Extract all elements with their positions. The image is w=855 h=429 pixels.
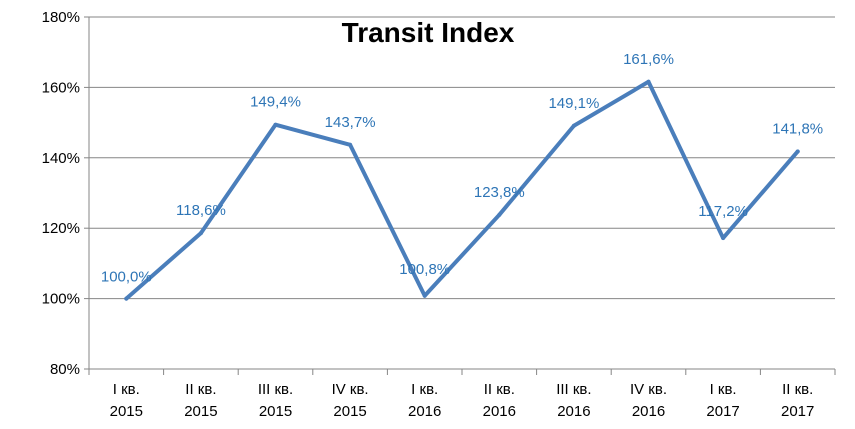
x-tick-label: II кв. 2017 [781, 381, 814, 420]
data-label: 161,6% [623, 51, 674, 68]
series-group [124, 79, 800, 301]
data-point [721, 236, 726, 241]
x-tick-label-quarter: III кв. [258, 381, 293, 398]
x-tick-label-quarter: II кв. [782, 381, 813, 398]
x-tick-label: II кв. 2015 [184, 381, 217, 420]
data-point [795, 149, 800, 154]
y-tick-label: 80% [50, 361, 80, 378]
x-tick-label: I кв. 2015 [110, 381, 143, 420]
x-tick-label-quarter: II кв. [484, 381, 515, 398]
x-tick-label-quarter: I кв. [411, 381, 438, 398]
data-label: 149,4% [250, 94, 301, 111]
x-tick-label-quarter: I кв. [113, 381, 140, 398]
data-label: 100,0% [101, 269, 152, 286]
data-label: 117,2% [698, 203, 748, 220]
x-tick-label-year: 2016 [408, 403, 441, 420]
gridlines [89, 16, 835, 370]
x-tick-label-year: 2015 [184, 403, 217, 420]
y-tick-label: 180% [42, 9, 80, 26]
x-tick-label-year: 2016 [632, 403, 665, 420]
y-tick-label: 100% [42, 291, 80, 308]
x-tick-label-year: 2015 [333, 403, 366, 420]
data-label: 141,8% [772, 120, 823, 137]
x-tick-label-quarter: IV кв. [332, 381, 369, 398]
data-label: 100,8% [399, 261, 450, 278]
x-tick-label-quarter: III кв. [556, 381, 591, 398]
series-line [124, 79, 800, 301]
data-label: 118,6% [176, 202, 226, 219]
data-point [273, 122, 278, 127]
data-point [124, 296, 129, 301]
x-tick-label: I кв. 2017 [706, 381, 739, 420]
x-axis: I кв. 2015 II кв. 2015 III кв. 2015 IV кв. 2015… [88, 369, 836, 420]
x-tick-label: III кв. 2016 [556, 381, 591, 420]
x-tick-label-year: 2016 [557, 403, 590, 420]
x-tick-label: III кв. 2015 [258, 381, 293, 420]
x-tick-label-year: 2015 [259, 403, 292, 420]
x-tick-label-year: 2017 [781, 403, 814, 420]
x-tick-label: I кв. 2016 [408, 381, 441, 420]
x-tick-label: IV кв. 2016 [630, 381, 667, 420]
data-point [571, 123, 576, 128]
data-point [497, 212, 502, 217]
data-label: 123,8% [474, 184, 525, 201]
x-tick-label-year: 2015 [110, 403, 143, 420]
y-tick-label: 140% [42, 150, 80, 167]
x-tick-label: II кв. 2016 [483, 381, 516, 420]
data-point [646, 79, 651, 84]
data-label: 149,1% [548, 95, 599, 112]
data-point [348, 142, 353, 147]
data-labels: 100,0% 118,6% 149,4% 143,7% 100,8% 123,8% 149,… [101, 51, 823, 286]
y-tick-label: 120% [42, 220, 80, 237]
data-point [198, 231, 203, 236]
data-point [422, 293, 427, 298]
y-axis: 80% 100% 120% 140% 160% 180% [42, 9, 90, 378]
x-tick-label-year: 2017 [706, 403, 739, 420]
x-tick-label-quarter: IV кв. [630, 381, 667, 398]
x-tick-label: IV кв. 2015 [332, 381, 369, 420]
x-tick-label-quarter: II кв. [185, 381, 216, 398]
x-tick-label-year: 2016 [483, 403, 516, 420]
chart-title: Transit Index [342, 17, 515, 48]
data-label: 143,7% [325, 114, 376, 131]
y-tick-label: 160% [42, 79, 80, 96]
x-tick-label-quarter: I кв. [710, 381, 737, 398]
